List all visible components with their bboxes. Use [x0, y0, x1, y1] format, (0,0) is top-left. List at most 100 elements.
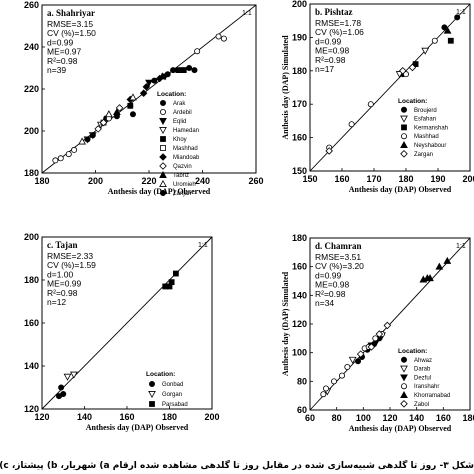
legend-marker	[400, 106, 407, 113]
legend-label: Khorramabad	[414, 393, 450, 399]
legend-title: Location:	[157, 91, 186, 98]
x-tick-label: 220	[141, 176, 156, 186]
stat-line: R²=0.98	[315, 289, 346, 299]
x-tick-label: 180	[34, 176, 49, 186]
legend-marker	[159, 100, 166, 107]
data-point	[344, 363, 351, 370]
legend-marker	[159, 162, 167, 170]
one-to-one-label: 1:1	[456, 9, 466, 16]
legend-marker	[159, 170, 167, 178]
x-axis-label: Anthesis day (DAP) Observed	[108, 187, 211, 196]
chart-panel-1: 1:1 180 200 220 240 260 180 200 220 240 260 a. Shah…	[24, 0, 264, 197]
data-point	[164, 71, 171, 78]
data-point	[395, 71, 404, 79]
x-tick-label: 200	[88, 176, 103, 186]
legend-marker	[159, 127, 167, 135]
data-point	[348, 356, 357, 364]
legend-label: Zargan	[414, 152, 433, 158]
legend-label: Gorgan	[162, 392, 182, 398]
legend-marker	[159, 109, 166, 116]
data-point	[443, 256, 452, 264]
y-tick-label: 120	[292, 319, 307, 329]
legend-label: Kermanshah	[414, 125, 448, 131]
one-to-one-line	[41, 236, 213, 410]
data-point	[84, 136, 91, 143]
legend-label: Miandoab	[173, 155, 200, 161]
data-point	[454, 14, 461, 21]
data-point	[372, 335, 379, 342]
stat-line: RMSE=3.51	[315, 252, 361, 262]
y-tick-label: 180	[24, 275, 39, 285]
data-point	[367, 343, 376, 351]
legend-label: Ahwaz	[414, 358, 432, 364]
y-tick-label: 190	[292, 32, 307, 42]
legend-label: Qazvin	[173, 164, 192, 170]
chart-title: c. Tajan	[47, 240, 78, 250]
data-point	[426, 274, 434, 282]
x-tick-label: 180	[398, 174, 413, 184]
legend-marker	[149, 401, 155, 407]
y-tick-label: 220	[24, 84, 39, 94]
data-point	[435, 262, 444, 270]
x-tick-label: 100	[356, 413, 371, 423]
legend-marker	[400, 374, 408, 382]
x-tick-label: 120	[382, 413, 397, 423]
x-tick-label: 120	[34, 412, 49, 422]
data-point	[71, 146, 78, 153]
stat-line: CV (%)=1.59	[47, 260, 96, 270]
stat-line: ME=0.98	[315, 280, 350, 290]
stat-line: d=0.99	[47, 37, 74, 47]
data-point	[412, 61, 419, 68]
data-point	[180, 67, 187, 73]
data-point	[186, 65, 193, 72]
one-to-one-label: 1:1	[198, 242, 208, 249]
data-point	[375, 330, 384, 338]
data-point	[172, 270, 179, 277]
legend-title: Location:	[398, 348, 427, 355]
x-tick-label: 60	[305, 413, 315, 423]
data-point	[194, 48, 201, 55]
stat-line: n=34	[315, 298, 334, 308]
data-point	[215, 33, 222, 40]
data-point	[142, 83, 151, 91]
data-point	[399, 67, 407, 75]
data-point	[151, 77, 158, 84]
data-point	[94, 125, 102, 133]
stat-line: RMSE=1.78	[315, 18, 361, 28]
chart-panel-3: 1:1 120 140 160 180 200 120 140 160 180 200 c. Taja…	[24, 232, 220, 432]
x-axis-label: Anthesis day (DAP) Observed	[86, 423, 189, 432]
stat-line: d=1.00	[47, 269, 74, 279]
data-point	[58, 384, 65, 391]
legend-marker	[160, 136, 166, 142]
legend-title: Location:	[146, 371, 175, 378]
legend-marker	[400, 140, 408, 148]
legend-marker	[160, 145, 166, 151]
x-tick-label: 150	[302, 174, 317, 184]
data-point	[78, 137, 87, 145]
data-point	[220, 35, 227, 42]
legend-marker	[400, 356, 407, 363]
legend-label: Eqlid	[173, 119, 186, 125]
chart-title: a. Shahriyar	[47, 8, 95, 18]
chart-panel-2: 1:1 150 160 170 180 190 200 150 160 170 180 190 200 b…	[281, 0, 474, 194]
stat-line: n=17	[315, 64, 334, 74]
data-point	[348, 121, 355, 128]
data-point	[320, 391, 327, 398]
y-tick-label: 140	[292, 290, 307, 300]
data-point	[170, 67, 177, 74]
y-tick-label: 80	[297, 376, 307, 386]
legend-label: Mashhad	[173, 146, 198, 152]
stat-line: ME=0.97	[47, 47, 82, 57]
data-point	[65, 151, 72, 158]
x-tick-label: 200	[204, 412, 219, 422]
legend-marker	[159, 118, 167, 126]
y-axis-label: Anthesis day (DAP) Simulated	[281, 35, 290, 140]
legend-label: Hamedan	[173, 128, 199, 134]
stat-line: R²=0.98	[47, 56, 78, 66]
stat-line: CV (%)=3.20	[315, 261, 364, 271]
stat-line: ME=0.98	[315, 46, 350, 56]
stat-line: R²=0.98	[315, 55, 346, 65]
legend-label: Darab	[414, 367, 431, 373]
data-point	[338, 372, 345, 379]
